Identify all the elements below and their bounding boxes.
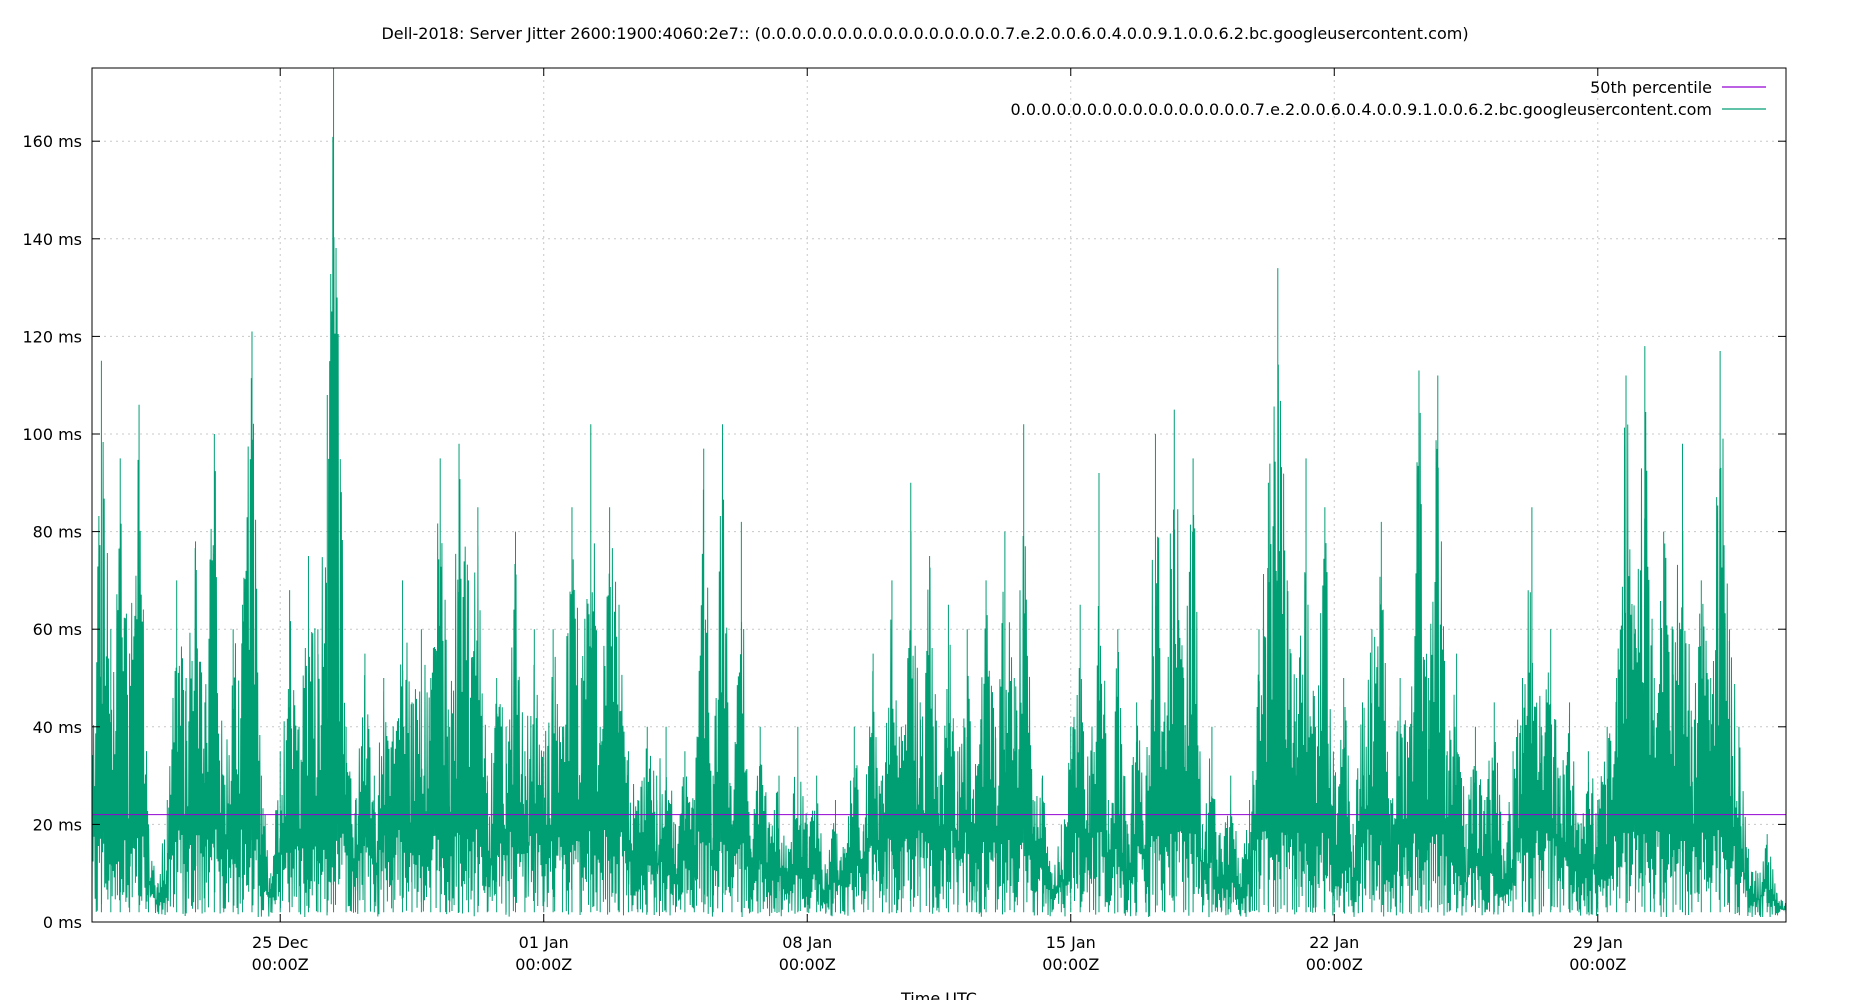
x-tick-label-date: 29 Jan (1573, 933, 1623, 952)
x-tick-label-time: 00:00Z (1569, 955, 1626, 974)
y-axis: 0 ms 20 ms 40 ms 60 ms 80 ms 100 ms 120 ms 140 … (22, 132, 1786, 932)
x-tick-label-date: 25 Dec (252, 933, 308, 952)
y-tick-label: 80 ms (33, 523, 82, 542)
x-tick-label-time: 00:00Z (1306, 955, 1363, 974)
legend-label: 0.0.0.0.0.0.0.0.0.0.0.0.0.0.0.0.7.e.2.0.… (1011, 100, 1712, 119)
x-tick-label-time: 00:00Z (779, 955, 836, 974)
x-tick-label-time: 00:00Z (252, 955, 309, 974)
y-tick-label: 0 ms (43, 913, 82, 932)
jitter-series-line (91, 68, 1787, 918)
x-tick-label-time: 00:00Z (515, 955, 572, 974)
legend-label: 50th percentile (1590, 78, 1712, 97)
y-tick-label: 120 ms (22, 327, 82, 346)
series-layer (91, 68, 1787, 918)
x-tick-label-date: 15 Jan (1046, 933, 1096, 952)
y-tick-label: 40 ms (33, 718, 82, 737)
legend: 50th percentile 0.0.0.0.0.0.0.0.0.0.0.0.0… (1011, 78, 1766, 119)
y-tick-label: 60 ms (33, 620, 82, 639)
y-tick-label: 160 ms (22, 132, 82, 151)
y-tick-label: 20 ms (33, 815, 82, 834)
x-tick-label-date: 01 Jan (519, 933, 569, 952)
y-tick-label: 140 ms (22, 230, 82, 249)
x-tick-label-date: 08 Jan (782, 933, 832, 952)
x-tick-label-date: 22 Jan (1309, 933, 1359, 952)
x-axis-label: Time UTC (900, 989, 977, 1000)
plot-frame (91, 67, 1787, 923)
x-axis: 25 Dec 00:00Z 01 Jan 00:00Z 08 Jan 00:00Z 15 J… (252, 68, 1626, 974)
y-tick-label: 100 ms (22, 425, 82, 444)
grid (92, 68, 1786, 922)
chart-title: Dell-2018: Server Jitter 2600:1900:4060:… (381, 24, 1468, 43)
x-tick-label-time: 00:00Z (1042, 955, 1099, 974)
